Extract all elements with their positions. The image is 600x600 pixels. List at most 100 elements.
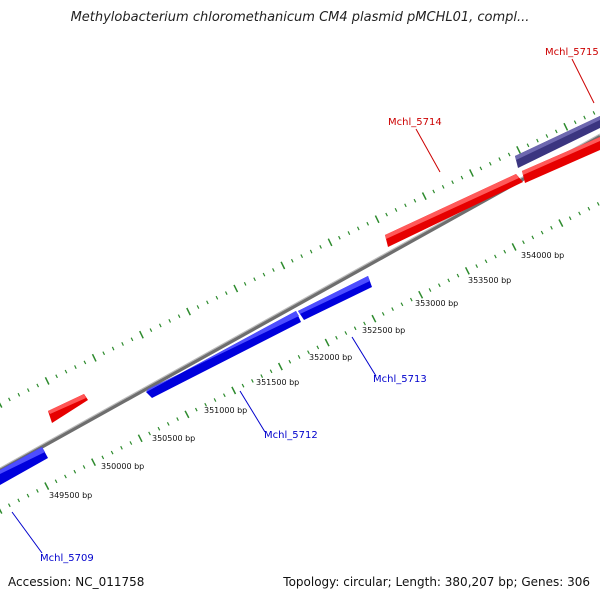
tick-mark bbox=[168, 318, 172, 323]
gene-feature-mchl-5713[interactable] bbox=[298, 276, 372, 320]
outer-tick-track bbox=[0, 111, 596, 408]
tick-mark bbox=[344, 331, 348, 335]
tick-mark bbox=[64, 369, 68, 374]
tick-mark bbox=[507, 152, 511, 157]
tick-mark bbox=[288, 359, 292, 364]
tick-mark bbox=[498, 157, 502, 161]
tick-mark bbox=[157, 426, 161, 431]
gene-label-mchl-5715[interactable]: Mchl_5715 bbox=[545, 47, 599, 58]
tick-mark bbox=[428, 288, 432, 292]
inner-tick-track bbox=[0, 202, 600, 514]
tick-mark bbox=[511, 243, 517, 251]
tick-mark bbox=[91, 353, 97, 362]
gene-label-mchl-5709[interactable]: Mchl_5709 bbox=[40, 553, 94, 564]
tick-mark bbox=[338, 235, 341, 240]
tick-mark bbox=[563, 122, 569, 131]
tick-mark bbox=[335, 335, 338, 340]
tick-mark bbox=[184, 410, 190, 419]
tick-mark bbox=[456, 273, 460, 278]
gene-label-mchl-5714[interactable]: Mchl_5714 bbox=[388, 117, 442, 128]
tick-mark bbox=[464, 266, 470, 275]
tick-mark bbox=[347, 231, 351, 235]
tick-mark bbox=[194, 407, 198, 412]
gene-label-mchl-5712[interactable]: Mchl_5712 bbox=[264, 430, 318, 441]
tick-mark bbox=[309, 249, 313, 254]
tick-mark bbox=[26, 493, 30, 498]
tick-mark bbox=[17, 392, 21, 397]
tick-mark bbox=[222, 393, 226, 398]
tick-mark bbox=[596, 202, 600, 206]
tick-mark bbox=[83, 360, 87, 365]
tick-mark bbox=[503, 249, 507, 254]
tick-mark bbox=[231, 386, 237, 395]
tick-mark bbox=[545, 134, 549, 138]
tick-mark bbox=[272, 268, 275, 272]
tick-mark bbox=[206, 300, 209, 305]
tick-mark bbox=[215, 295, 219, 300]
gene-feature-mchl-5715[interactable] bbox=[522, 137, 600, 183]
tick-mark bbox=[592, 111, 596, 115]
tick-mark bbox=[0, 402, 3, 408]
tick-mark bbox=[540, 230, 544, 235]
tick-mark bbox=[460, 175, 464, 180]
tick-mark bbox=[494, 254, 497, 259]
tick-mark bbox=[260, 374, 264, 378]
gene-label-mchl-5713[interactable]: Mchl_5713 bbox=[373, 374, 427, 385]
tick-mark bbox=[356, 226, 360, 231]
gene-feature-other-strand[interactable] bbox=[515, 116, 600, 168]
tick-mark bbox=[319, 245, 322, 249]
scale-label: 352500 bp bbox=[362, 326, 405, 335]
tick-mark bbox=[241, 383, 245, 388]
gene-feature-mchl-5712[interactable] bbox=[146, 311, 301, 398]
tick-mark bbox=[243, 282, 247, 286]
tick-mark bbox=[522, 240, 525, 245]
map-title: Methylobacterium chloromethanicum CM4 pl… bbox=[70, 10, 530, 25]
topology-summary-text: Topology: circular; Length: 380,207 bp; … bbox=[283, 575, 590, 589]
tick-mark bbox=[110, 450, 114, 455]
tick-mark bbox=[82, 465, 86, 469]
tick-mark bbox=[130, 337, 134, 342]
scale-label: 351000 bp bbox=[204, 406, 247, 415]
tick-mark bbox=[177, 314, 181, 319]
tick-mark bbox=[64, 474, 67, 479]
tick-mark bbox=[536, 138, 539, 143]
leader-line-mchl-5709 bbox=[11, 511, 43, 554]
gene-feature-mchl-5714[interactable] bbox=[385, 174, 523, 247]
tick-mark bbox=[531, 235, 535, 240]
tick-mark bbox=[54, 479, 58, 484]
tick-mark bbox=[469, 169, 474, 177]
scale-label: 350000 bp bbox=[101, 462, 144, 471]
gene-feature-mchl-5709[interactable] bbox=[0, 447, 48, 485]
tick-mark bbox=[166, 422, 170, 426]
tick-mark bbox=[120, 445, 123, 450]
tick-mark bbox=[26, 388, 30, 393]
tick-mark bbox=[432, 189, 436, 194]
tick-mark bbox=[479, 166, 483, 171]
tick-mark bbox=[526, 143, 530, 148]
tick-mark bbox=[578, 211, 581, 216]
tick-mark bbox=[196, 305, 200, 309]
tick-mark bbox=[102, 351, 106, 356]
leader-line-mchl-5712 bbox=[239, 390, 266, 433]
tick-mark bbox=[253, 277, 256, 282]
scale-label: 352000 bp bbox=[309, 353, 352, 362]
tick-mark bbox=[290, 258, 294, 263]
tick-mark bbox=[280, 261, 286, 270]
tick-mark bbox=[17, 498, 21, 503]
tick-mark bbox=[0, 508, 3, 514]
gene-feature-small-forward[interactable] bbox=[48, 394, 88, 423]
tick-mark bbox=[353, 326, 357, 331]
tick-mark bbox=[44, 482, 50, 490]
tick-mark bbox=[36, 383, 40, 388]
tick-mark bbox=[186, 307, 191, 316]
tick-mark bbox=[587, 206, 591, 211]
tick-mark bbox=[558, 219, 564, 227]
tick-mark bbox=[213, 398, 217, 402]
tick-mark bbox=[7, 503, 11, 508]
tick-mark bbox=[381, 312, 385, 316]
tick-mark bbox=[374, 215, 380, 224]
tick-mark bbox=[451, 180, 454, 185]
tick-mark bbox=[233, 284, 239, 293]
tick-mark bbox=[73, 469, 77, 474]
